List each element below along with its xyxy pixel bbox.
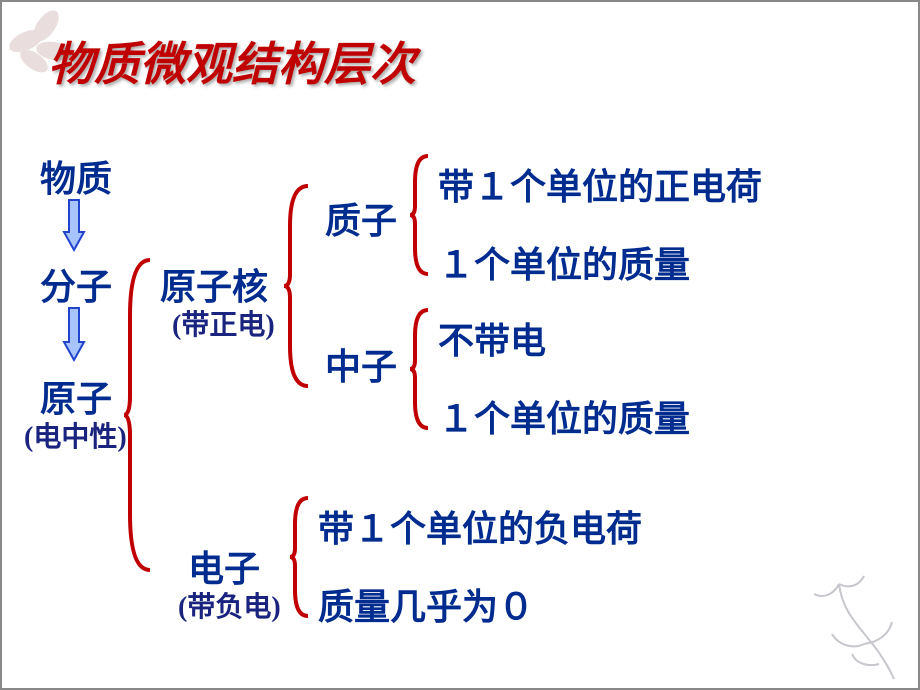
brace-zhongzi: [410, 306, 432, 432]
prop-zhizi-a: 带１个单位的正电荷: [438, 158, 762, 210]
prop-dianzi-a: 带１个单位的负电荷: [318, 500, 642, 552]
brace-zhizi: [410, 152, 432, 278]
note-yuanzihé: (带正电): [172, 303, 275, 343]
arrow-wuzhi-fenzi: [62, 198, 86, 257]
brace-dianzi: [290, 494, 312, 620]
brace-yuanzihé: [284, 182, 312, 390]
slide-title: 物质微观结构层次: [48, 28, 416, 94]
prop-dianzi-b: 质量几乎为０: [318, 578, 534, 630]
prop-zhongzi-a: 不带电: [438, 312, 546, 364]
node-zhizi: 质子: [325, 192, 397, 244]
prop-zhizi-b: １个单位的质量: [438, 236, 690, 288]
node-zhongzi: 中子: [325, 338, 397, 390]
note-yuanzi: (电中性): [24, 415, 127, 455]
node-fenzi: 分子: [40, 258, 112, 310]
brace-yuanzi: [124, 256, 154, 574]
note-dianzi: (带负电): [178, 585, 281, 625]
arrow-fenzi-yuanzi: [62, 306, 86, 367]
prop-zhongzi-b: １个单位的质量: [438, 390, 690, 442]
node-wuzhi: 物质: [40, 150, 112, 202]
deco-bottom-right: [784, 564, 914, 684]
